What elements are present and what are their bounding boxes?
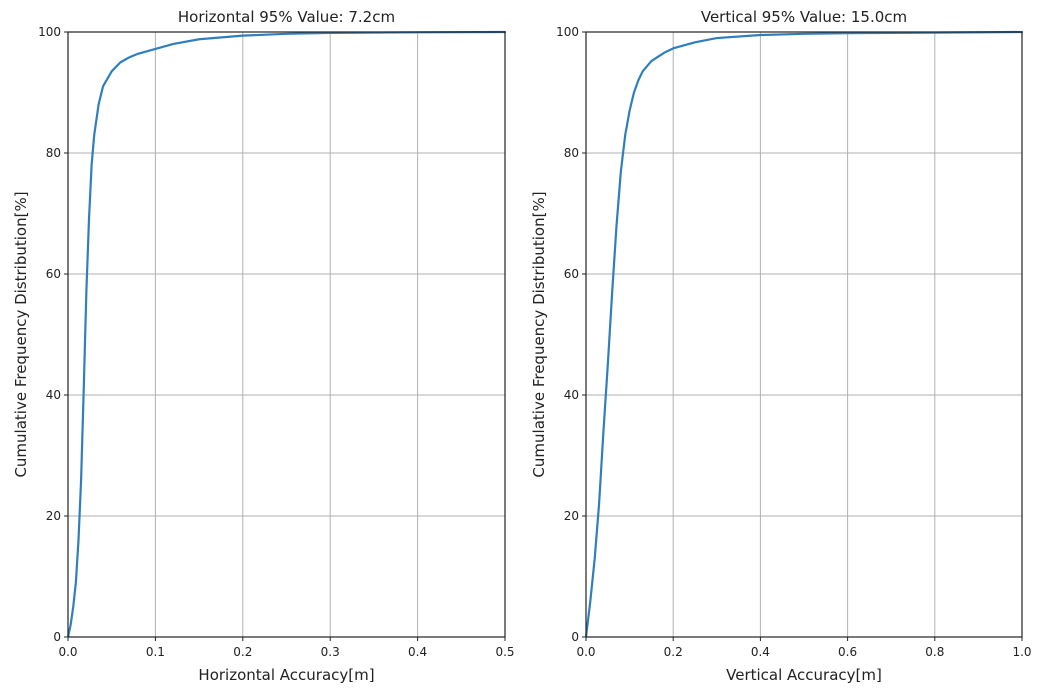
plot-frame [67, 31, 506, 638]
x-tick-label: 0.5 [495, 645, 514, 659]
cdf-series-line [66, 30, 507, 639]
y-tick-label: 80 [564, 146, 579, 160]
x-tick-label: 0.2 [664, 645, 683, 659]
x-tick-label: 0.4 [408, 645, 427, 659]
x-tick-label: 0.3 [321, 645, 340, 659]
x-axis-label: Vertical Accuracy[m] [726, 666, 882, 684]
chart-title: Vertical 95% Value: 15.0cm [701, 8, 907, 26]
y-tick-label: 40 [46, 388, 61, 402]
y-tick-label: 80 [46, 146, 61, 160]
y-tick-label: 0 [571, 630, 579, 644]
y-tick-label: 100 [38, 25, 61, 39]
y-tick-label: 0 [53, 630, 61, 644]
x-tick-label: 0.2 [233, 645, 252, 659]
y-axis-label: Cumulative Frequency Distribution[%] [530, 191, 548, 477]
plot-frame [585, 31, 1023, 638]
chart-title: Horizontal 95% Value: 7.2cm [178, 8, 395, 26]
x-tick-label: 0.6 [838, 645, 857, 659]
x-tick-label: 0.0 [576, 645, 595, 659]
x-axis-label: Horizontal Accuracy[m] [198, 666, 374, 684]
x-tick-label: 0.1 [146, 645, 165, 659]
x-tick-label: 0.0 [58, 645, 77, 659]
cdf-series-line [584, 30, 1024, 639]
chart-panel-2: 0 20 40 60 80 100 0.0 0.2 0.4 0.6 0.8 1.0 Vertical 9… [530, 8, 1032, 684]
x-tick-label: 0.8 [925, 645, 944, 659]
y-tick-label: 60 [564, 267, 579, 281]
y-tick-label: 100 [556, 25, 579, 39]
y-tick-label: 20 [46, 509, 61, 523]
x-tick-label: 0.4 [751, 645, 770, 659]
y-axis-label: Cumulative Frequency Distribution[%] [12, 191, 30, 477]
y-tick-label: 60 [46, 267, 61, 281]
chart-panel-1: 0 20 40 60 80 100 0.0 0.1 0.2 0.3 0.4 0.5 Horizontal… [12, 8, 515, 684]
x-tick-label: 1.0 [1012, 645, 1031, 659]
y-tick-label: 20 [564, 509, 579, 523]
y-tick-label: 40 [564, 388, 579, 402]
